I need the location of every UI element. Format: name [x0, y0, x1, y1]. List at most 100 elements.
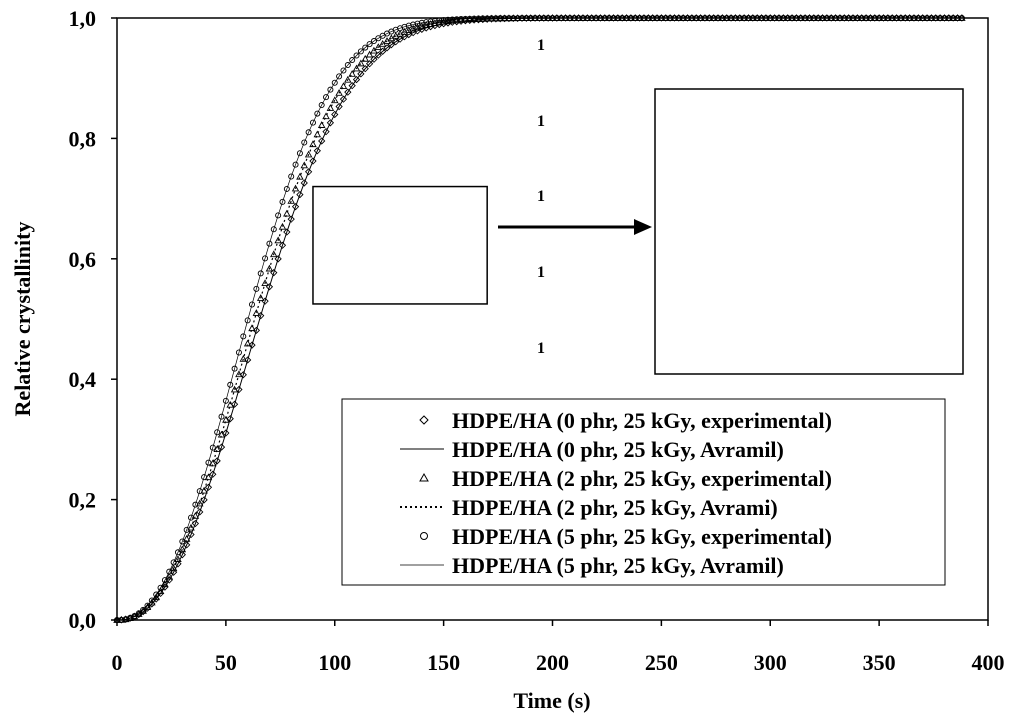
data-point-diamond [361, 65, 369, 73]
data-point-triangle [261, 279, 269, 287]
data-point-circle [283, 185, 290, 192]
data-point-triangle [283, 209, 291, 217]
data-point-triangle [365, 50, 374, 58]
data-point-circle [196, 488, 203, 495]
data-point-circle [370, 38, 377, 45]
data-point-circle [362, 44, 369, 51]
data-point-circle [174, 549, 181, 556]
data-point-circle [179, 538, 186, 545]
inset-background [655, 89, 963, 374]
data-point-diamond [222, 429, 230, 437]
data-point-triangle [174, 555, 182, 563]
data-point-triangle [217, 430, 226, 438]
data-point-circle [222, 397, 229, 404]
data-point-diamond [370, 55, 378, 63]
data-point-circle [235, 349, 242, 356]
data-point-diamond [331, 110, 339, 119]
data-point-diamond [239, 371, 247, 379]
data-point-circle [148, 597, 155, 604]
data-point-diamond [309, 157, 317, 165]
legend-diamond-marker [419, 415, 429, 425]
data-point-diamond [183, 541, 191, 549]
legend-label: HDPE/HA (0 phr, 25 kGy, Avramil) [452, 437, 784, 462]
data-point-circle [418, 19, 425, 26]
data-point-diamond [200, 496, 208, 504]
data-point-circle [257, 270, 264, 277]
data-point-diamond [339, 95, 348, 103]
legend-entry: HDPE/HA (5 phr, 25 kGy, experimental) [420, 524, 832, 549]
data-point-triangle [330, 96, 339, 104]
x-tick-label: 50 [215, 650, 237, 675]
inset-frame [654, 88, 964, 375]
data-point-triangle [230, 385, 239, 393]
data-point-circle [401, 23, 408, 30]
legend-entry: HDPE/HA (0 phr, 25 kGy, Avramil) [400, 437, 784, 462]
legend-label: HDPE/HA (2 phr, 25 kGy, experimental) [452, 466, 832, 491]
x-tick-label: 250 [645, 650, 678, 675]
data-point-circle [231, 365, 238, 372]
data-point-circle [201, 474, 208, 481]
data-point-triangle [278, 222, 287, 230]
data-point-triangle [256, 294, 265, 301]
data-point-diamond [313, 147, 321, 155]
data-point-circle [122, 616, 129, 623]
data-point-triangle [317, 121, 326, 128]
data-point-circle [183, 526, 190, 533]
x-tick-label: 0 [112, 650, 123, 675]
data-point-diamond [274, 255, 282, 263]
data-point-triangle [191, 511, 200, 519]
data-point-triangle [169, 564, 178, 572]
data-point-diamond [291, 203, 300, 211]
data-point-triangle [222, 415, 230, 423]
data-point-diamond [283, 228, 291, 236]
data-point-circle [214, 429, 221, 436]
data-point-circle [292, 161, 299, 168]
data-point-triangle [187, 523, 195, 531]
data-point-triangle [243, 339, 252, 347]
data-point-circle [157, 584, 164, 591]
data-point-triangle [226, 400, 234, 408]
data-point-triangle [326, 104, 335, 111]
data-point-circle [279, 198, 286, 205]
data-point-diamond [204, 483, 213, 491]
y-tick-label: 0,4 [69, 367, 97, 392]
data-point-diamond [304, 168, 313, 176]
legend-label: HDPE/HA (5 phr, 25 kGy, Avramil) [452, 553, 784, 578]
legend-label: HDPE/HA (5 phr, 25 kGy, experimental) [452, 524, 832, 549]
data-point-circle [375, 35, 382, 42]
data-point-circle [296, 150, 303, 157]
data-point-triangle [352, 64, 361, 72]
data-point-diamond [335, 102, 343, 111]
data-point-diamond [322, 128, 330, 136]
data-point-diamond [300, 179, 308, 187]
data-point-circle [249, 301, 256, 308]
x-tick-label: 200 [536, 650, 569, 675]
data-point-circle [423, 19, 430, 26]
data-point-circle [205, 459, 212, 466]
data-point-diamond [348, 82, 356, 90]
y-tick-label: 0,6 [69, 247, 97, 272]
data-point-triangle [139, 607, 147, 614]
data-point-triangle [344, 75, 352, 83]
data-point-circle [414, 20, 421, 27]
x-tick-label: 350 [863, 650, 896, 675]
legend-entry: HDPE/HA (2 phr, 25 kGy, experimental) [419, 466, 832, 491]
data-point-triangle [370, 46, 378, 54]
data-point-circle [336, 73, 343, 80]
legend-circle-marker [420, 532, 428, 540]
data-point-circle [262, 255, 269, 262]
data-point-circle [318, 102, 325, 109]
data-point-triangle [296, 172, 304, 180]
x-tick-label: 300 [754, 650, 787, 675]
y-tick-label: 0,0 [69, 608, 97, 633]
data-point-triangle [274, 236, 282, 244]
data-point-circle [405, 22, 412, 29]
data-point-diamond [226, 415, 234, 423]
data-point-circle [218, 413, 225, 420]
data-point-circle [344, 62, 351, 69]
data-point-triangle [161, 580, 169, 588]
data-point-diamond [235, 385, 243, 394]
y-tick-label: 0,8 [69, 126, 97, 151]
data-point-circle [131, 612, 138, 619]
data-point-triangle [374, 43, 383, 51]
